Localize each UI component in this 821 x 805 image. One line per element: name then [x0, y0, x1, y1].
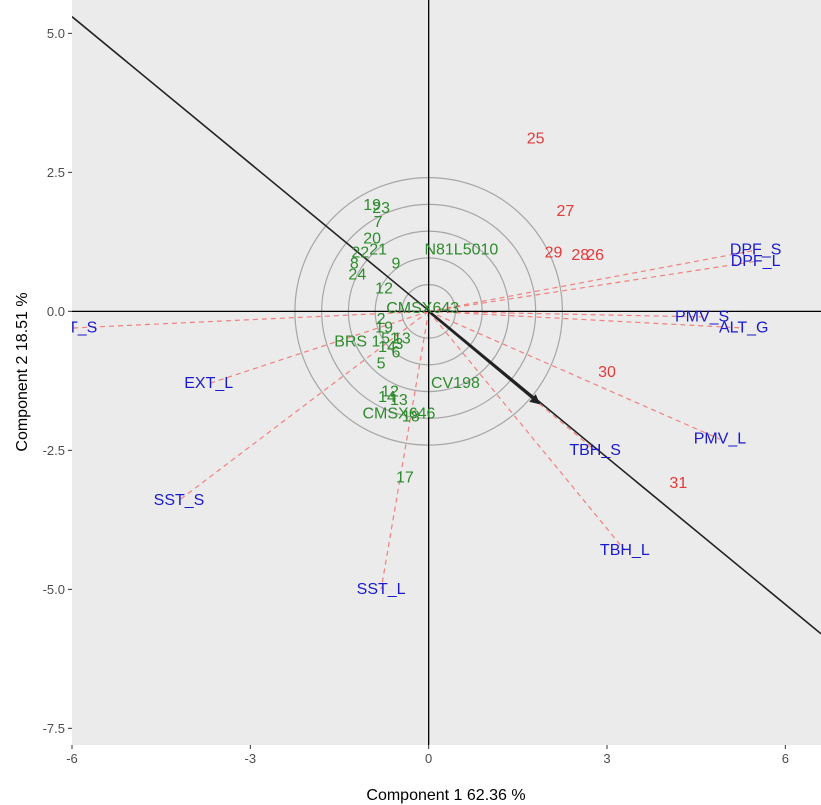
environment-label: DPF_S	[730, 242, 782, 259]
environment-label: EXT_S	[47, 320, 98, 337]
genotype-label: 12	[375, 281, 393, 298]
y-tick-label: 0.0	[47, 304, 65, 319]
genotype-label-highlighted: 30	[598, 364, 616, 381]
genotype-label: 23	[372, 200, 390, 217]
environment-vector	[428, 310, 744, 329]
x-axis-title: Component 1 62.36 %	[366, 787, 525, 804]
genotype-label-highlighted: 27	[556, 203, 574, 220]
genotype-label: 3	[394, 336, 403, 353]
environment-label: SST_L	[357, 581, 406, 598]
genotype-label-highlighted: 29	[545, 244, 563, 261]
y-tick-label: 5.0	[47, 26, 65, 41]
x-tick-label: 3	[603, 751, 610, 766]
genotype-label: 20	[363, 231, 381, 248]
genotype-label: 13	[393, 331, 411, 348]
genotype-label: 7	[374, 214, 383, 231]
environment-vector	[72, 310, 429, 329]
genotype-label-highlighted: 25	[527, 130, 545, 147]
genotype-label: CMSX643	[386, 300, 459, 317]
genotype-label-highlighted: 31	[669, 475, 687, 492]
genotype-label: 12	[381, 383, 399, 400]
genotype-label: CV198	[431, 375, 480, 392]
genotype-label: CMSX646	[362, 406, 435, 423]
environment-vector	[428, 310, 721, 440]
environment-label: PMV_L	[694, 431, 747, 448]
genotype-label: 14	[378, 389, 396, 406]
environment-label: TBH_S	[569, 442, 621, 459]
genotype-label: BRS 1	[334, 333, 380, 350]
genotype-label-highlighted: 26	[586, 247, 604, 264]
environment-vector	[428, 310, 626, 551]
y-tick-label: -5.0	[43, 582, 65, 597]
environment-vector	[428, 310, 703, 318]
x-tick-label: 6	[782, 751, 789, 766]
environment-label: DPF_L	[731, 253, 781, 270]
environment-vector	[380, 311, 430, 590]
y-tick-label: -2.5	[43, 443, 65, 458]
genotype-label: 5	[377, 356, 386, 373]
genotype-label: N81L5010	[424, 242, 498, 259]
y-axis-title: Component 2 18.51 %	[14, 292, 31, 451]
environment-label: EXT_L	[184, 375, 233, 392]
environment-vector	[208, 310, 429, 385]
x-tick-label: 0	[425, 751, 432, 766]
genotype-label: 8	[350, 256, 359, 273]
genotype-label: 14	[378, 339, 396, 356]
panel-background	[72, 0, 821, 745]
genotype-label: 24	[348, 267, 366, 284]
environment-vector	[428, 249, 756, 312]
y-tick-label: 2.5	[47, 165, 65, 180]
genotype-label: 18	[402, 408, 420, 425]
environment-label: SST_S	[154, 492, 205, 509]
environment-label: ALT_G	[719, 320, 769, 337]
environment-label: TBH_L	[600, 542, 650, 559]
genotype-label: 22	[351, 244, 369, 261]
environment-vector	[428, 260, 756, 312]
genotype-label: 17	[396, 470, 414, 487]
genotype-label-highlighted: 28	[571, 247, 589, 264]
genotype-label: 9	[392, 256, 401, 273]
genotype-label: 13	[390, 392, 408, 409]
environment-vector	[178, 310, 430, 501]
y-tick-label: -7.5	[43, 721, 65, 736]
genotype-label: 21	[369, 242, 387, 259]
environment-label: PMV_S	[675, 308, 729, 325]
genotype-label: 6	[392, 345, 401, 362]
x-tick-label: -6	[66, 751, 78, 766]
average-environment-arrow	[427, 310, 541, 405]
genotype-label: 19	[363, 197, 381, 214]
genotype-label: 2	[377, 311, 386, 328]
x-tick-label: -3	[245, 751, 257, 766]
genotype-label: 51	[381, 331, 399, 348]
genotype-label: 19	[375, 320, 393, 337]
